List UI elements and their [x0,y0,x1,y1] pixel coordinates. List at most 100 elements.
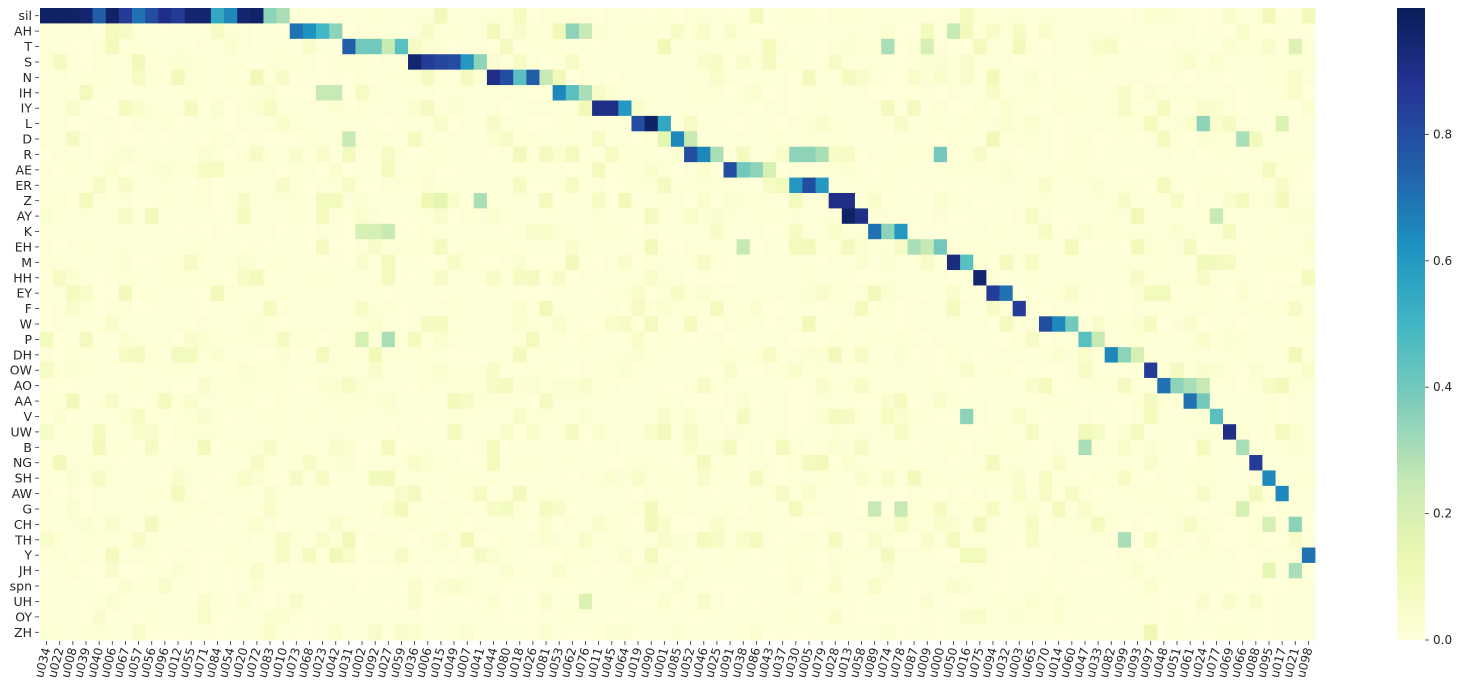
heatmap-cell [946,162,961,178]
heatmap-cell [1249,393,1263,410]
heatmap-cell [316,424,330,441]
heatmap-cell [53,285,67,302]
heatmap-cell [1262,131,1276,148]
heatmap-cell [237,208,251,225]
heatmap-cell [1249,485,1263,502]
heatmap-cell [316,393,330,410]
heatmap-cell [1052,69,1066,86]
heatmap-cell [828,408,843,425]
heatmap-cell [276,100,291,117]
heatmap-cell [854,562,869,579]
heatmap-cell [1209,439,1224,456]
heatmap-cell [749,8,764,24]
heatmap-cell [210,223,225,240]
heatmap-cell [342,485,356,502]
heatmap-cell [592,347,606,363]
heatmap-cell [92,501,107,518]
heatmap-cell [815,609,830,625]
heatmap-cell [618,23,632,40]
heatmap-cell [434,532,448,548]
heatmap-cell [1038,593,1053,610]
heatmap-cell [145,23,159,40]
heatmap-cell [197,347,212,363]
heatmap-cell [841,516,856,533]
heatmap-cell [1144,23,1158,40]
heatmap-cell [789,300,803,317]
heatmap-cell [79,393,93,410]
heatmap-cell [1183,100,1198,117]
heatmap-cell [500,609,514,625]
heatmap-cell [513,254,527,271]
heatmap-cell [828,609,843,625]
heatmap-cell [473,177,488,194]
heatmap-cell [920,485,935,502]
heatmap-cell [907,115,922,132]
heatmap-cell [92,38,107,55]
heatmap-cell [723,439,738,456]
heatmap-cell [999,177,1014,194]
heatmap-cell [644,347,659,363]
heatmap-cell [434,300,448,317]
heatmap-cell [631,239,646,256]
heatmap-cell [552,100,567,117]
heatmap-cell [605,562,619,579]
heatmap-cell [1144,208,1158,225]
heatmap-cell [631,593,646,610]
heatmap-cell [986,424,1000,441]
heatmap-cell [1091,208,1106,225]
heatmap-cell [118,8,133,24]
heatmap-cell [1222,285,1237,302]
heatmap-cell [578,177,593,194]
heatmap-cell [53,100,67,117]
heatmap-cell [1275,362,1290,379]
y-tick-label: sil [19,8,32,23]
heatmap-cell [118,177,133,194]
heatmap-cell [592,316,606,333]
heatmap-cell [605,100,619,117]
heatmap-cell [276,470,291,487]
heatmap-cell [1222,239,1237,256]
heatmap-cell [526,501,540,518]
heatmap-cell [907,408,922,425]
heatmap-cell [1249,8,1263,24]
heatmap-cell [408,624,422,641]
heatmap-cell [618,54,632,71]
heatmap-cell [92,485,107,502]
heatmap-cell [933,624,948,641]
y-tick-label: K [24,224,33,239]
heatmap-cell [1222,23,1237,40]
heatmap-cell [605,532,619,548]
heatmap-cell [1236,38,1250,55]
heatmap-cell [986,270,1000,286]
heatmap-cell [53,316,67,333]
heatmap-cell [342,69,356,86]
heatmap-cell [644,624,659,641]
heatmap-cell [1078,192,1092,209]
heatmap-cell [802,177,816,194]
heatmap-cell [1130,424,1145,441]
heatmap-cell [920,85,935,101]
heatmap-cell [710,455,724,471]
heatmap-cell [329,470,343,487]
heatmap-cell [1012,501,1027,518]
heatmap-cell [618,316,632,333]
heatmap-cell [118,439,133,456]
heatmap-cell [605,516,619,533]
heatmap-cell [381,131,396,148]
heatmap-cell [631,547,646,564]
heatmap-cell [1222,578,1237,595]
heatmap-cell [986,85,1000,101]
heatmap-cell [1288,177,1303,194]
heatmap-cell [749,223,764,240]
heatmap-cell [670,485,685,502]
heatmap-cell [250,239,264,256]
heatmap-cell [828,547,843,564]
heatmap-cell [999,115,1014,132]
heatmap-cell [552,223,567,240]
heatmap-cell [210,455,225,471]
heatmap-cell [881,162,895,178]
heatmap-cell [447,532,462,548]
heatmap-cell [670,347,685,363]
heatmap-cell [132,331,146,348]
heatmap-cell [486,131,501,148]
